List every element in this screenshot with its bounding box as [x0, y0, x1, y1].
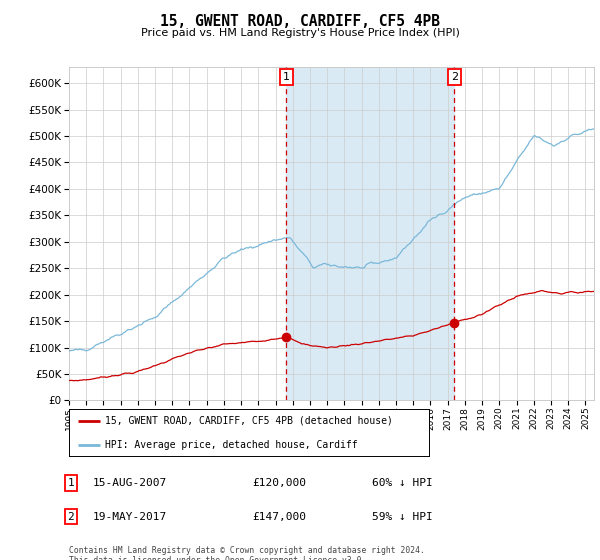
Text: 60% ↓ HPI: 60% ↓ HPI — [372, 478, 433, 488]
Text: 1: 1 — [67, 478, 74, 488]
Bar — [286, 67, 454, 400]
Text: HPI: Average price, detached house, Cardiff: HPI: Average price, detached house, Card… — [105, 440, 358, 450]
Text: £147,000: £147,000 — [252, 512, 306, 521]
Text: 15-AUG-2007: 15-AUG-2007 — [93, 478, 167, 488]
Text: 19-MAY-2017: 19-MAY-2017 — [93, 512, 167, 521]
Text: Price paid vs. HM Land Registry's House Price Index (HPI): Price paid vs. HM Land Registry's House … — [140, 28, 460, 38]
Text: 15, GWENT ROAD, CARDIFF, CF5 4PB: 15, GWENT ROAD, CARDIFF, CF5 4PB — [160, 14, 440, 29]
Text: 15, GWENT ROAD, CARDIFF, CF5 4PB (detached house): 15, GWENT ROAD, CARDIFF, CF5 4PB (detach… — [105, 416, 393, 426]
Text: 2: 2 — [67, 512, 74, 521]
Text: £120,000: £120,000 — [252, 478, 306, 488]
Text: 59% ↓ HPI: 59% ↓ HPI — [372, 512, 433, 521]
Text: Contains HM Land Registry data © Crown copyright and database right 2024.
This d: Contains HM Land Registry data © Crown c… — [69, 546, 425, 560]
Text: 1: 1 — [283, 72, 290, 82]
Text: 2: 2 — [451, 72, 458, 82]
